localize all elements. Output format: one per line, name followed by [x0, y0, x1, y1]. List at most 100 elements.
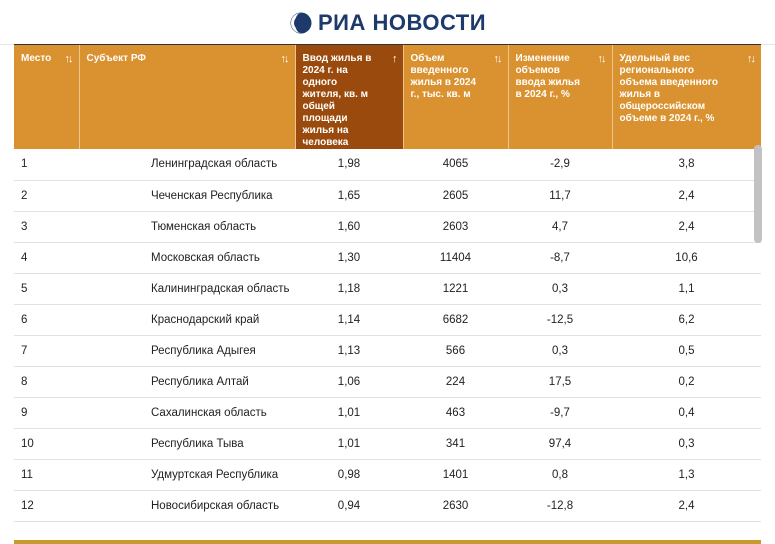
header-label: Изменение объемов ввода жилья в 2024 г.,… — [515, 53, 580, 100]
per-capita-cell: 1,18 — [295, 273, 403, 305]
table-row: 11 Удмуртская Республика 0,98 1401 0,8 1,3 — [14, 459, 761, 491]
share-cell: 6,2 — [612, 304, 761, 336]
region-cell: Калининградская область — [79, 273, 295, 305]
share-cell: 3,8 — [612, 149, 761, 181]
volume-cell: 2603 — [403, 211, 508, 243]
volume-cell: 566 — [403, 335, 508, 367]
header-label: Объем введенного жилья в 2024 г., тыс. к… — [410, 53, 477, 100]
share-cell: 2,4 — [612, 490, 761, 522]
change-cell: 97,4 — [508, 428, 612, 460]
table-row: 3 Тюменская область 1,60 2603 4,7 2,4 — [14, 211, 761, 243]
bottom-accent-bar — [14, 540, 761, 544]
sort-both-icon[interactable]: ↑↓ — [280, 53, 290, 65]
header-col-share[interactable]: Удельный вес регионального объема введен… — [612, 45, 761, 149]
rank-cell: 4 — [14, 242, 79, 274]
volume-cell: 6682 — [403, 304, 508, 336]
per-capita-cell: 1,01 — [295, 397, 403, 429]
per-capita-cell: 1,65 — [295, 180, 403, 212]
share-cell: 0,4 — [612, 397, 761, 429]
logo-text: РИА НОВОСТИ — [318, 10, 487, 35]
header-col-change[interactable]: Изменение объемов ввода жилья в 2024 г.,… — [508, 45, 613, 149]
sort-both-icon[interactable]: ↑↓ — [64, 53, 74, 65]
share-cell: 2,4 — [612, 211, 761, 243]
per-capita-cell: 1,01 — [295, 428, 403, 460]
change-cell: -2,9 — [508, 149, 612, 181]
region-cell: Московская область — [79, 242, 295, 274]
share-cell: 10,6 — [612, 242, 761, 274]
header-label: Удельный вес регионального объема введен… — [619, 53, 718, 124]
header-col-per-capita[interactable]: Ввод жилья в 2024 г. на одного жителя, к… — [295, 45, 404, 149]
rank-cell: 6 — [14, 304, 79, 336]
table-row: 2 Чеченская Республика 1,65 2605 11,7 2,4 — [14, 180, 761, 212]
rank-cell: 8 — [14, 366, 79, 398]
per-capita-cell: 1,60 — [295, 211, 403, 243]
region-cell: Краснодарский край — [79, 304, 295, 336]
rank-cell: 11 — [14, 459, 79, 491]
share-cell: 2,4 — [612, 180, 761, 212]
header-col-rank[interactable]: Место ↑↓ — [14, 45, 80, 149]
header-divider — [14, 44, 761, 45]
rank-cell: 2 — [14, 180, 79, 212]
share-cell: 1,1 — [612, 273, 761, 305]
region-cell: Сахалинская область — [79, 397, 295, 429]
table-row: 1 Ленинградская область 1,98 4065 -2,9 3,8 — [14, 149, 761, 181]
ranking-table: Место ↑↓ Субъект РФ ↑↓ Ввод жилья в 2024 г. … — [14, 45, 761, 522]
change-cell: 11,7 — [508, 180, 612, 212]
table-row: 12 Новосибирская область 0,94 2630 -12,8 2,4 — [14, 490, 761, 522]
header-col-region[interactable]: Субъект РФ ↑↓ — [79, 45, 296, 149]
ria-logo[interactable]: РИА НОВОСТИ — [290, 10, 486, 36]
per-capita-cell: 1,13 — [295, 335, 403, 367]
change-cell: 0,3 — [508, 273, 612, 305]
per-capita-cell: 0,94 — [295, 490, 403, 522]
change-cell: -12,5 — [508, 304, 612, 336]
rank-cell: 10 — [14, 428, 79, 460]
header-label: Ввод жилья в 2024 г. на одного жителя, к… — [302, 53, 372, 148]
table-row: 9 Сахалинская область 1,01 463 -9,7 0,4 — [14, 397, 761, 429]
region-cell: Республика Адыгея — [79, 335, 295, 367]
volume-cell: 4065 — [403, 149, 508, 181]
region-cell: Республика Тыва — [79, 428, 295, 460]
per-capita-cell: 1,98 — [295, 149, 403, 181]
region-cell: Новосибирская область — [79, 490, 295, 522]
change-cell: 0,8 — [508, 459, 612, 491]
change-cell: 0,3 — [508, 335, 612, 367]
sort-both-icon[interactable]: ↑↓ — [747, 53, 756, 65]
change-cell: -8,7 — [508, 242, 612, 274]
rank-cell: 9 — [14, 397, 79, 429]
sort-both-icon[interactable]: ↑↓ — [493, 53, 503, 65]
share-cell: 0,5 — [612, 335, 761, 367]
region-cell: Тюменская область — [79, 211, 295, 243]
change-cell: -9,7 — [508, 397, 612, 429]
rank-cell: 12 — [14, 490, 79, 522]
header-label: Место — [21, 53, 52, 64]
volume-cell: 2630 — [403, 490, 508, 522]
header-label: Субъект РФ — [86, 53, 146, 64]
per-capita-cell: 0,98 — [295, 459, 403, 491]
volume-cell: 2605 — [403, 180, 508, 212]
table-row: 6 Краснодарский край 1,14 6682 -12,5 6,2 — [14, 304, 761, 336]
vertical-scrollbar[interactable] — [754, 145, 762, 243]
table-row: 8 Республика Алтай 1,06 224 17,5 0,2 — [14, 366, 761, 398]
rank-cell: 1 — [14, 149, 79, 181]
volume-cell: 1221 — [403, 273, 508, 305]
region-cell: Удмуртская Республика — [79, 459, 295, 491]
sort-up-icon[interactable]: ↑ — [392, 53, 397, 65]
rank-cell: 5 — [14, 273, 79, 305]
per-capita-cell: 1,06 — [295, 366, 403, 398]
region-cell: Республика Алтай — [79, 366, 295, 398]
table-row: 4 Московская область 1,30 11404 -8,7 10,6 — [14, 242, 761, 274]
per-capita-cell: 1,30 — [295, 242, 403, 274]
rank-cell: 7 — [14, 335, 79, 367]
volume-cell: 11404 — [403, 242, 508, 274]
header-col-volume[interactable]: Объем введенного жилья в 2024 г., тыс. к… — [403, 45, 509, 149]
share-cell: 0,3 — [612, 428, 761, 460]
per-capita-cell: 1,14 — [295, 304, 403, 336]
share-cell: 1,3 — [612, 459, 761, 491]
table-header-row: Место ↑↓ Субъект РФ ↑↓ Ввод жилья в 2024 г. … — [14, 45, 761, 149]
table-row: 10 Республика Тыва 1,01 341 97,4 0,3 — [14, 428, 761, 460]
table-row: 5 Калининградская область 1,18 1221 0,3 1,1 — [14, 273, 761, 305]
sort-both-icon[interactable]: ↑↓ — [597, 53, 607, 65]
table-body: 1 Ленинградская область 1,98 4065 -2,9 3,8 2 Че… — [14, 149, 761, 522]
top-bar: РИА НОВОСТИ — [0, 0, 775, 45]
change-cell: -12,8 — [508, 490, 612, 522]
